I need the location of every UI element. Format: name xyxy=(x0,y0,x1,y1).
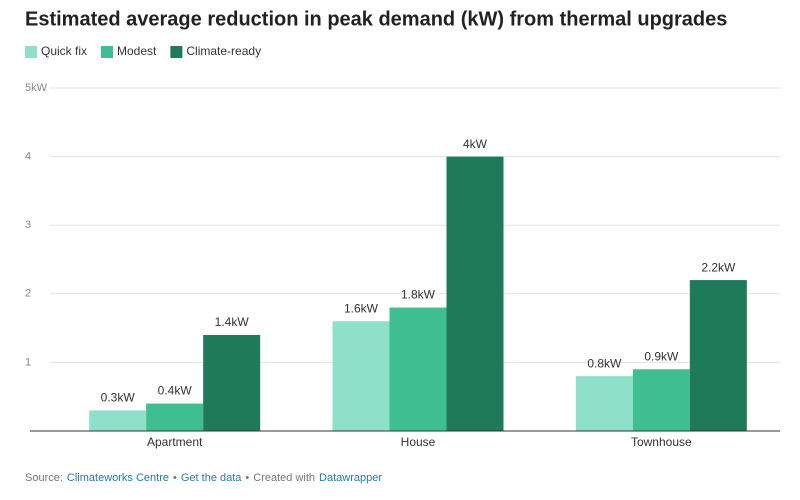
bar xyxy=(89,410,147,431)
value-label: 0.4kW xyxy=(158,384,193,398)
footer-link[interactable]: Climateworks Centre xyxy=(67,472,169,484)
bar xyxy=(575,376,633,431)
bar xyxy=(203,334,261,431)
footer-text: Source: xyxy=(25,472,63,484)
value-label: 1.6kW xyxy=(344,301,379,315)
footer-link[interactable]: Get the data xyxy=(181,472,242,484)
value-label: 1.8kW xyxy=(401,288,436,302)
bar xyxy=(689,280,747,431)
value-label: 0.8kW xyxy=(587,356,622,370)
chart-title: Estimated average reduction in peak dema… xyxy=(25,8,727,30)
value-label: 2.2kW xyxy=(701,260,736,274)
footer-text: Created with xyxy=(253,472,315,484)
footer-text: • xyxy=(245,472,249,484)
footer: Source: Climateworks Centre • Get the data •… xyxy=(25,472,382,484)
bar xyxy=(446,156,504,431)
x-tick-label: Apartment xyxy=(147,435,203,449)
y-tick-label: 1 xyxy=(25,356,31,368)
y-tick-label: 2 xyxy=(25,288,31,300)
value-label: 4kW xyxy=(463,137,488,151)
bar xyxy=(332,321,390,431)
bar xyxy=(632,369,690,431)
legend-label: Modest xyxy=(117,44,157,58)
legend-label: Climate-ready xyxy=(186,44,261,58)
bar xyxy=(146,403,204,431)
y-tick-label: 4 xyxy=(25,151,31,163)
footer-text: • xyxy=(173,472,177,484)
y-tick-label: 5kW xyxy=(25,82,48,94)
bar xyxy=(389,307,447,431)
legend-label: Quick fix xyxy=(41,44,87,58)
legend-swatch xyxy=(101,46,114,58)
value-label: 0.3kW xyxy=(101,391,136,405)
x-tick-label: Townhouse xyxy=(631,435,692,449)
legend-swatch xyxy=(170,46,183,58)
value-label: 0.9kW xyxy=(644,349,679,363)
value-label: 1.4kW xyxy=(215,315,250,329)
y-tick-label: 3 xyxy=(25,219,31,231)
footer-link[interactable]: Datawrapper xyxy=(319,472,382,484)
x-tick-label: House xyxy=(401,435,436,449)
legend-swatch xyxy=(25,46,37,58)
